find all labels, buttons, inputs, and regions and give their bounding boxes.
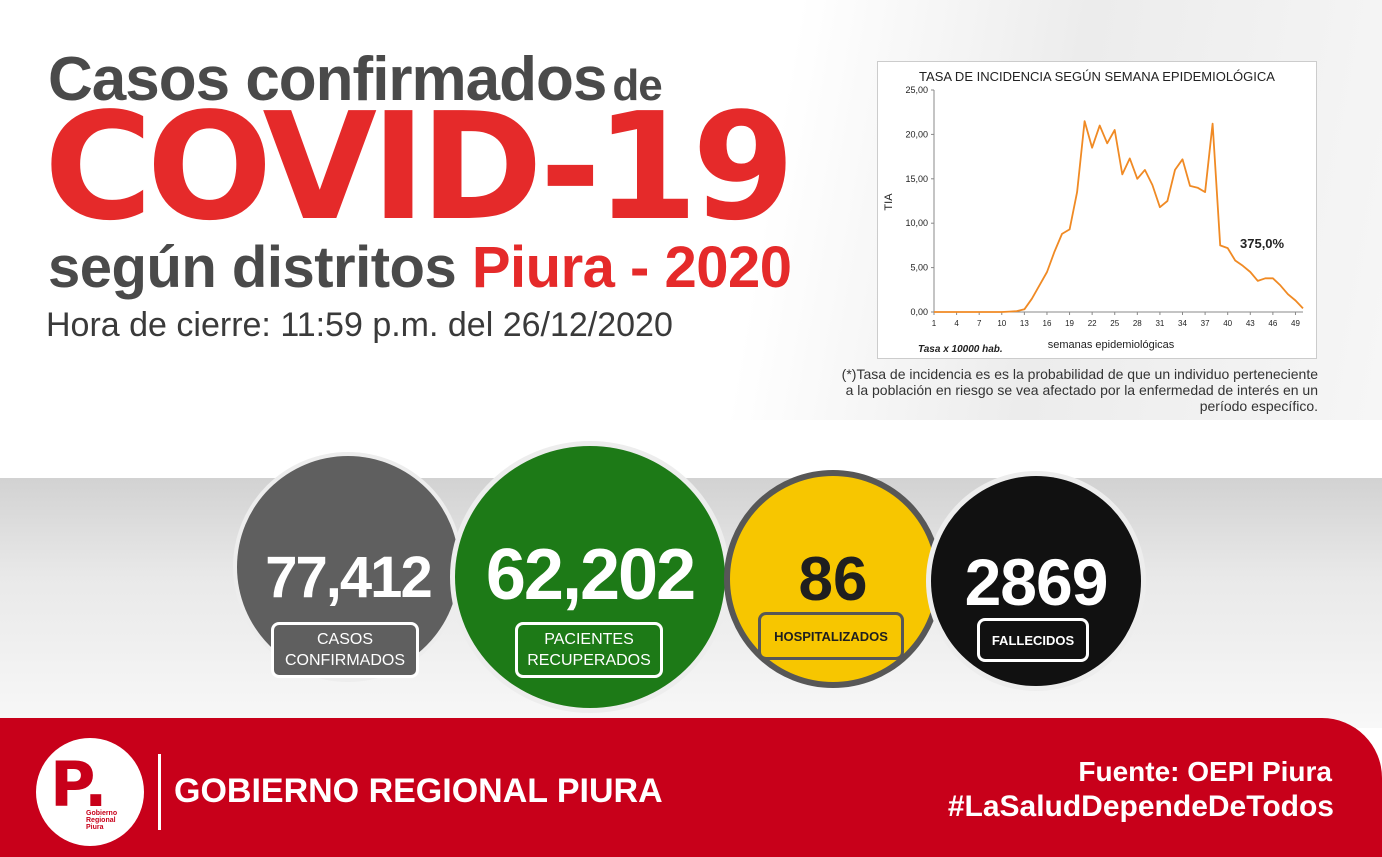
footer-banner (0, 718, 1382, 857)
footer-divider (158, 754, 161, 830)
chart-x-tick-label: 25 (1110, 319, 1119, 328)
recovered-label: PACIENTES RECUPERADOS (527, 631, 651, 669)
deceased-label-box: FALLECIDOS (977, 618, 1089, 662)
chart-x-tick-label: 10 (997, 319, 1006, 328)
chart-y-tick-label: 10,00 (905, 218, 928, 228)
closing-time: Hora de cierre: 11:59 p.m. del 26/12/202… (46, 306, 673, 344)
hashtag: #LaSaludDependeDeTodos (947, 790, 1334, 823)
title-by-districts: según distritos (48, 235, 457, 300)
confirmed-count: 77,412 (265, 545, 432, 610)
chart-y-tick-label: 20,00 (905, 129, 928, 139)
confirmed-label: CASOS CONFIRMADOS (285, 631, 405, 669)
chart-x-tick-label: 7 (977, 319, 982, 328)
chart-annotation: 375,0% (1240, 236, 1285, 251)
org-name: GOBIERNO REGIONAL PIURA (174, 772, 663, 810)
hospitalized-count: 86 (798, 545, 868, 614)
incidence-chart-svg: TASA DE INCIDENCIA SEGÚN SEMANA EPIDEMIO… (883, 69, 1304, 355)
chart-x-tick-label: 34 (1178, 319, 1187, 328)
source-text: Fuente: OEPI Piura (1078, 756, 1332, 787)
chart-title: TASA DE INCIDENCIA SEGÚN SEMANA EPIDEMIO… (919, 69, 1275, 84)
chart-x-tick-label: 43 (1246, 319, 1255, 328)
title-de: de (612, 61, 662, 110)
chart-x-tick-label: 19 (1065, 319, 1074, 328)
recovered-label-box: PACIENTES RECUPERADOS (515, 622, 663, 678)
main-title: COVID-19 (44, 81, 795, 253)
recovered-count: 62,202 (485, 535, 696, 615)
chart-x-label: semanas epidemiológicas (1048, 339, 1175, 351)
logo-letter: P. (50, 748, 108, 821)
hospitalized-label: HOSPITALIZADOS (774, 628, 888, 644)
hospitalized-label-box: HOSPITALIZADOS (758, 612, 904, 660)
chart-y-tick-label: 25,00 (905, 85, 928, 95)
deceased-count: 2869 (964, 545, 1109, 619)
chart-y-tick-label: 5,00 (910, 263, 928, 273)
incidence-chart: TASA DE INCIDENCIA SEGÚN SEMANA EPIDEMIO… (877, 61, 1317, 359)
title-line-1: Casos confirmados de (48, 44, 663, 115)
footnote: (*)Tasa de incidencia es es la probabili… (841, 366, 1318, 414)
chart-x-tick-label: 1 (932, 319, 937, 328)
chart-x-tick-label: 4 (954, 319, 959, 328)
chart-y-tick-label: 15,00 (905, 174, 928, 184)
chart-x-tick-label: 31 (1155, 319, 1164, 328)
chart-series-line (934, 120, 1304, 313)
confirmed-label-box: CASOS CONFIRMADOS (271, 622, 419, 678)
title-region-year: Piura - 2020 (471, 235, 792, 300)
chart-x-tick-label: 46 (1268, 319, 1277, 328)
title-confirmed-cases: Casos confirmados (48, 45, 607, 114)
title-line-3: según distritos Piura - 2020 (48, 234, 792, 301)
chart-y-label: TIA (883, 193, 895, 211)
chart-x-tick-label: 40 (1223, 319, 1232, 328)
chart-x-tick-label: 28 (1133, 319, 1142, 328)
chart-x-tick-label: 22 (1088, 319, 1097, 328)
chart-x-tick-label: 16 (1043, 319, 1052, 328)
chart-x-tick-label: 13 (1020, 319, 1029, 328)
logo-text: Gobierno Regional Piura (86, 810, 118, 831)
chart-x-tick-label: 37 (1201, 319, 1210, 328)
deceased-label: FALLECIDOS (991, 632, 1075, 648)
spacer (0, 420, 1382, 478)
chart-x-tick-label: 49 (1291, 319, 1300, 328)
chart-y-tick-label: 0,00 (910, 307, 928, 317)
logo (36, 738, 144, 846)
chart-rate-note: Tasa x 10000 hab. (918, 344, 1003, 355)
